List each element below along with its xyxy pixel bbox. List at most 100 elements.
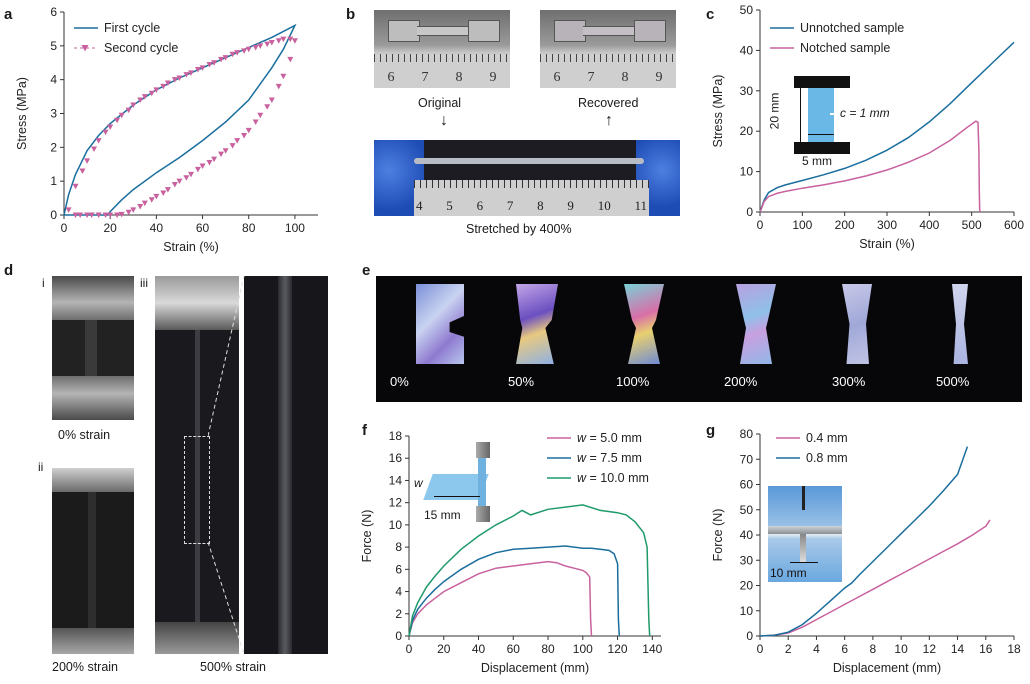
x-tick-label: 80 [541, 642, 555, 656]
data-point [211, 156, 218, 163]
caption-0-percent: 0% strain [58, 428, 111, 442]
ruler-number: 11 [634, 198, 647, 213]
data-point [291, 38, 298, 44]
data-point [234, 50, 241, 56]
data-point [199, 65, 206, 71]
data-point [257, 112, 264, 119]
x-tick-label: 100 [573, 642, 593, 656]
y-tick-label: 30 [740, 84, 754, 98]
data-point [245, 46, 252, 53]
panel-label-g: g [706, 422, 716, 439]
x-axis-label: Displacement (mm) [481, 661, 589, 675]
sample-leg [478, 458, 486, 506]
data-point [268, 97, 275, 103]
ruler-number: 8 [621, 70, 629, 85]
x-axis-label: Strain (%) [859, 237, 915, 251]
data-point [206, 160, 213, 166]
data-point [77, 212, 84, 218]
panel-label-e: e [362, 262, 371, 279]
data-point [160, 83, 167, 90]
data-point [125, 107, 132, 114]
x-tick-label: 0 [406, 642, 413, 656]
data-point [275, 83, 282, 90]
series-line [759, 519, 991, 637]
chart-g-force-displacement-cut: 0 2 4 6 8 10 12 14 16 18 0 10 20 30 40 50 60 70 80 Displace… [711, 427, 1021, 675]
chart-c-notched-tensile: 0 100 200 300 400 500 600 0 10 20 30 40 50 Strain (%)… [711, 3, 1024, 251]
y-axis-label: Force (N) [711, 509, 725, 562]
ruler-number: 7 [421, 70, 429, 85]
data-point [153, 193, 160, 200]
data-point [95, 212, 102, 218]
x-tick-label: 140 [642, 642, 662, 656]
sub-label-iii: iii [140, 276, 148, 290]
y-tick-label: 0 [395, 629, 402, 643]
x-tick-label: 600 [1004, 218, 1024, 232]
data-point [164, 187, 171, 193]
y-tick-label: 12 [389, 496, 403, 510]
clamp-top-icon [476, 442, 490, 458]
data-point [280, 73, 287, 80]
series-line [408, 545, 621, 637]
x-tick-label: 20 [104, 221, 118, 235]
data-point [241, 48, 248, 54]
y-tick-label: 10 [740, 604, 754, 618]
y-tick-label: 8 [395, 540, 402, 554]
x-tick-label: 100 [792, 218, 812, 232]
photo-500-percent-zoom [244, 276, 328, 654]
ruler-number: 9 [655, 70, 663, 85]
legend-label: Second cycle [104, 41, 178, 55]
caption-200-percent: 200% strain [52, 660, 119, 674]
height-arrow-icon [800, 88, 801, 142]
data-point [88, 212, 95, 218]
chart-a-stress-strain-cycles: 0 20 40 60 80 100 0 1 2 3 4 5 6 Strain (%) Stress (MPa… [15, 5, 318, 254]
panel-label-c: c [706, 6, 715, 23]
series-line [759, 120, 981, 213]
legend-label-rest: = 5.0 mm [586, 431, 642, 445]
data-point [102, 212, 109, 218]
data-point [218, 56, 225, 63]
x-tick-label: 2 [785, 642, 792, 656]
data-point [95, 138, 102, 144]
y-tick-label: 0 [746, 629, 753, 643]
series-line [408, 560, 593, 637]
legend-label-var: w [577, 471, 587, 485]
legend-label: 0.8 mm [806, 451, 848, 465]
y-tick-label: 40 [740, 528, 754, 542]
photo-recovered-sample: 6 7 8 9 [540, 10, 676, 88]
ruler-number: 10 [597, 198, 611, 213]
y-axis-label: Stress (MPa) [711, 75, 725, 148]
data-point [114, 212, 121, 218]
y-tick-label: 0 [50, 208, 57, 222]
panel-label-a: a [4, 6, 13, 23]
x-tick-label: 400 [919, 218, 939, 232]
x-axis-label: Displacement (mm) [833, 661, 941, 675]
y-tick-label: 1 [50, 174, 57, 188]
data-point [241, 132, 248, 139]
data-point [84, 212, 91, 218]
label-original: Original [418, 96, 462, 110]
x-tick-label: 18 [1007, 642, 1021, 656]
data-point [114, 117, 121, 124]
data-point [141, 200, 148, 207]
ruler-number: 9 [489, 70, 497, 85]
cut-sample-photo: 10 mm [768, 486, 842, 582]
sample-300-percent [842, 284, 872, 364]
data-point [141, 94, 148, 100]
y-axis-label: Stress (MPa) [15, 77, 29, 150]
ruler-number: 6 [553, 70, 561, 85]
ruler-number: 6 [387, 70, 395, 85]
data-point [171, 182, 178, 188]
notch-label: c = 1 mm [840, 106, 890, 120]
y-tick-label: 2 [395, 607, 402, 621]
x-tick-label: 20 [437, 642, 451, 656]
data-point [91, 146, 98, 153]
data-point [234, 138, 241, 144]
scale-label: 10 mm [770, 566, 807, 580]
y-tick-label: 6 [50, 5, 57, 19]
notch [830, 113, 834, 115]
y-tick-label: 10 [389, 518, 403, 532]
series-line [408, 504, 651, 637]
photoelastic-strip: 0% 50% 100% 200% 300% 500% [376, 276, 1022, 402]
strain-label: 200% [724, 374, 758, 389]
w-label: w [414, 476, 423, 490]
